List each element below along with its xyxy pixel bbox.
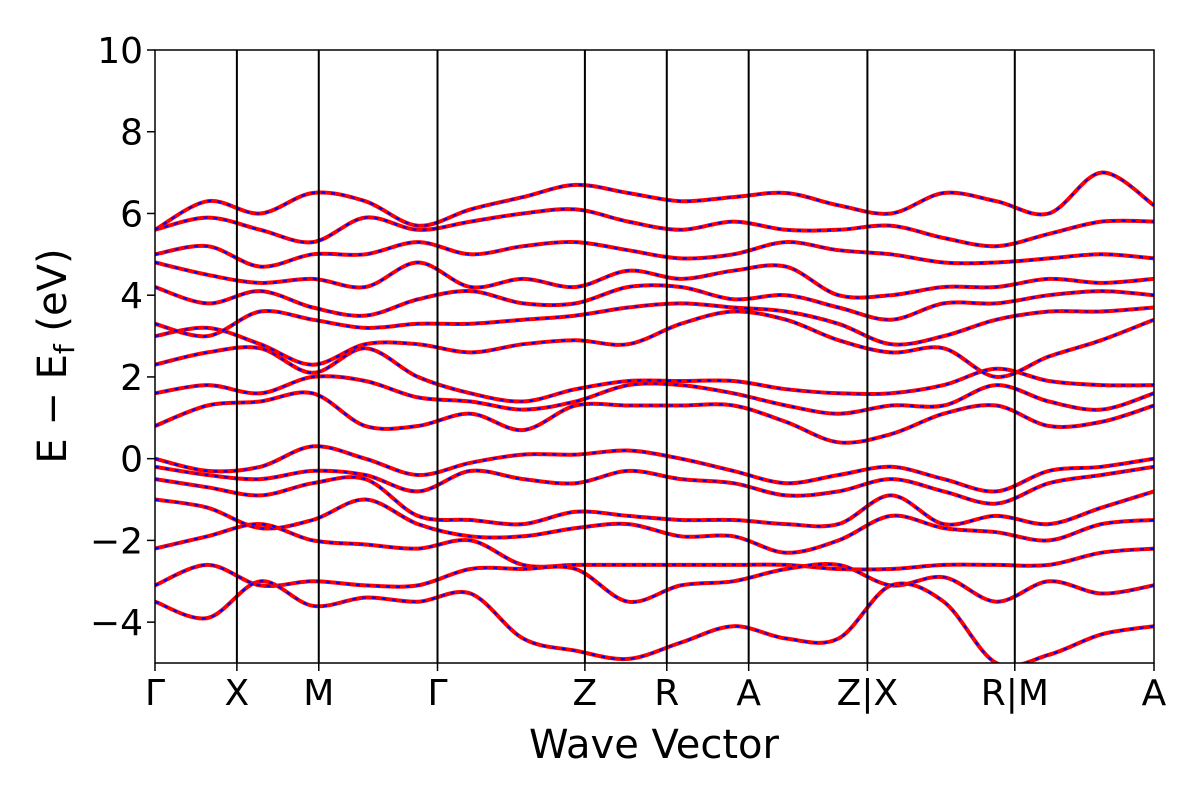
band-line-dashed: [155, 346, 1154, 403]
y-tick-label: 10: [97, 31, 143, 72]
y-tick-label: 6: [120, 194, 143, 235]
band-line-dashed: [155, 475, 1154, 528]
x-tick-label: R|M: [981, 673, 1049, 714]
x-tick-label: A: [736, 673, 761, 714]
band-line-solid: [155, 260, 1154, 300]
x-axis-ticks: Γ X M Γ Z R A Z|X R|M A: [145, 663, 1167, 714]
band-line-dashed: [155, 375, 1154, 415]
band-line-dashed: [155, 171, 1154, 231]
y-tick-label: 0: [120, 440, 143, 481]
band-line-dashed: [155, 498, 1154, 554]
y-axis-label-subscript: f: [48, 343, 81, 354]
band-line-dashed: [155, 465, 1154, 505]
y-tick-label: −2: [90, 521, 143, 562]
y-tick-label: 4: [120, 276, 143, 317]
y-axis-label: E − Ef (eV): [30, 248, 81, 463]
band-line-solid: [155, 207, 1154, 249]
x-tick-label: Γ: [145, 673, 165, 714]
band-line-dashed: [155, 284, 1154, 321]
plot-frame: [154, 49, 1155, 664]
band-line-dashed: [155, 310, 1154, 379]
x-tick-label: M: [303, 673, 334, 714]
x-tick-label: Γ: [427, 673, 447, 714]
band-line-dashed: [155, 445, 1154, 493]
x-tick-label: Z: [573, 673, 598, 714]
band-line-dashed: [155, 302, 1154, 346]
y-tick-label: 2: [120, 358, 143, 399]
kpoint-divider-lines: [235, 50, 1016, 663]
x-tick-label: A: [1142, 673, 1167, 714]
y-axis-ticks: −4 −2 0 2 4 6 8 10: [90, 31, 155, 644]
band-line-solid: [155, 309, 1154, 379]
band-line-dashed: [155, 522, 1154, 571]
x-tick-label: R: [654, 673, 679, 714]
band-line-dashed: [155, 240, 1154, 268]
x-tick-label: Z|X: [837, 673, 898, 714]
y-tick-label: −4: [90, 603, 143, 644]
x-axis-label: Wave Vector: [529, 722, 780, 768]
y-axis-label-unit: (eV): [30, 248, 76, 344]
band-line-solid: [155, 301, 1154, 347]
band-line-solid: [155, 497, 1154, 555]
y-axis-label-main: E − E: [30, 354, 76, 464]
band-line-solid: [155, 170, 1154, 232]
band-line-solid: [155, 579, 1154, 663]
band-lines: [155, 170, 1154, 663]
x-tick-label: X: [225, 673, 250, 714]
y-tick-label: 8: [120, 113, 143, 154]
band-line-solid: [155, 390, 1154, 445]
band-line-dashed: [155, 391, 1154, 444]
